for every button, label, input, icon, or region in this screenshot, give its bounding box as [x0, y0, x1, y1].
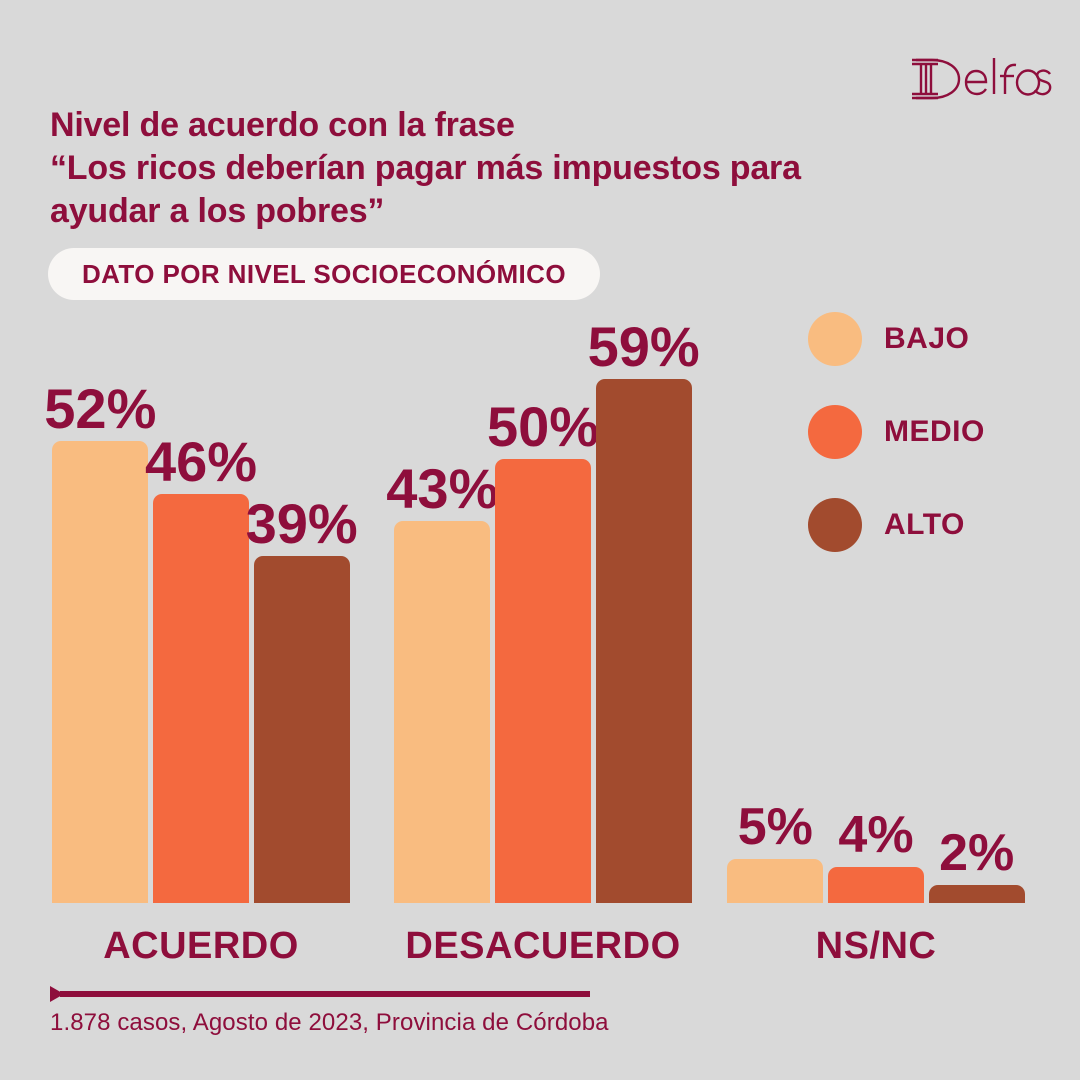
bar-value-label: 52%: [44, 376, 157, 440]
table-row[interactable]: [595, 378, 692, 903]
legend-label-medio: MEDIO: [884, 415, 985, 448]
bar-group-desacuerdo: 43% 50% 59% DESACUERDO: [386, 318, 700, 967]
category-label-acuerdo: ACUERDO: [103, 925, 299, 967]
bar-value-label: 43%: [386, 456, 499, 520]
bar-item[interactable]: 46%: [145, 343, 257, 903]
bar-value-label: 2%: [939, 824, 1015, 883]
title-line-1: Nivel de acuerdo con la frase: [50, 106, 515, 144]
title-line-3: ayudar a los pobres”: [50, 192, 385, 230]
delfos-logo: [902, 50, 1052, 108]
category-label-nsnc: NS/NC: [815, 925, 937, 967]
legend-item-medio[interactable]: MEDIO: [808, 395, 1048, 469]
bar-value-label: 39%: [245, 492, 358, 556]
table-row[interactable]: [495, 458, 591, 903]
footer-arrow-rule: [50, 986, 590, 1002]
bar-value-label: 4%: [838, 806, 914, 865]
chart-legend: BAJO MEDIO ALTO: [808, 302, 1048, 562]
legend-swatch-medio: [808, 405, 862, 459]
table-row[interactable]: [153, 494, 249, 903]
bar-value-label: 5%: [737, 797, 813, 856]
footer-caption: 1.878 casos, Agosto de 2023, Provincia d…: [50, 1009, 609, 1036]
bar-item[interactable]: 59%: [588, 318, 700, 903]
subtitle-pill: DATO POR NIVEL SOCIOECONÓMICO: [48, 248, 600, 300]
table-row[interactable]: [928, 885, 1025, 903]
column-d-icon: [902, 50, 1052, 108]
bar-value-label: 50%: [486, 394, 600, 458]
bar-item[interactable]: 50%: [487, 343, 599, 903]
table-row[interactable]: [828, 867, 924, 903]
title-line-2: “Los ricos deberían pagar más impuestos …: [50, 149, 801, 187]
legend-label-bajo: BAJO: [884, 322, 970, 355]
table-row[interactable]: [394, 520, 491, 903]
category-label-desacuerdo: DESACUERDO: [405, 925, 681, 967]
subtitle-pill-label: DATO POR NIVEL SOCIOECONÓMICO: [82, 258, 566, 289]
legend-item-bajo[interactable]: BAJO: [808, 302, 1048, 376]
bar-item[interactable]: 52%: [44, 343, 156, 903]
legend-swatch-bajo: [808, 312, 862, 366]
legend-swatch-alto: [808, 498, 862, 552]
legend-item-alto[interactable]: ALTO: [808, 488, 1048, 562]
bar-value-label: 46%: [144, 430, 258, 494]
bar-item[interactable]: 43%: [386, 343, 498, 903]
bar-group-acuerdo: 52% 46% 39% ACUERDO: [44, 343, 358, 967]
bar-value-label: 59%: [587, 314, 700, 378]
table-row[interactable]: [727, 858, 824, 903]
legend-label-alto: ALTO: [884, 508, 965, 541]
table-row[interactable]: [52, 440, 149, 903]
page-title: Nivel de acuerdo con la frase “Los ricos…: [50, 104, 930, 233]
bar-item[interactable]: 39%: [246, 343, 358, 903]
table-row[interactable]: [253, 556, 350, 903]
